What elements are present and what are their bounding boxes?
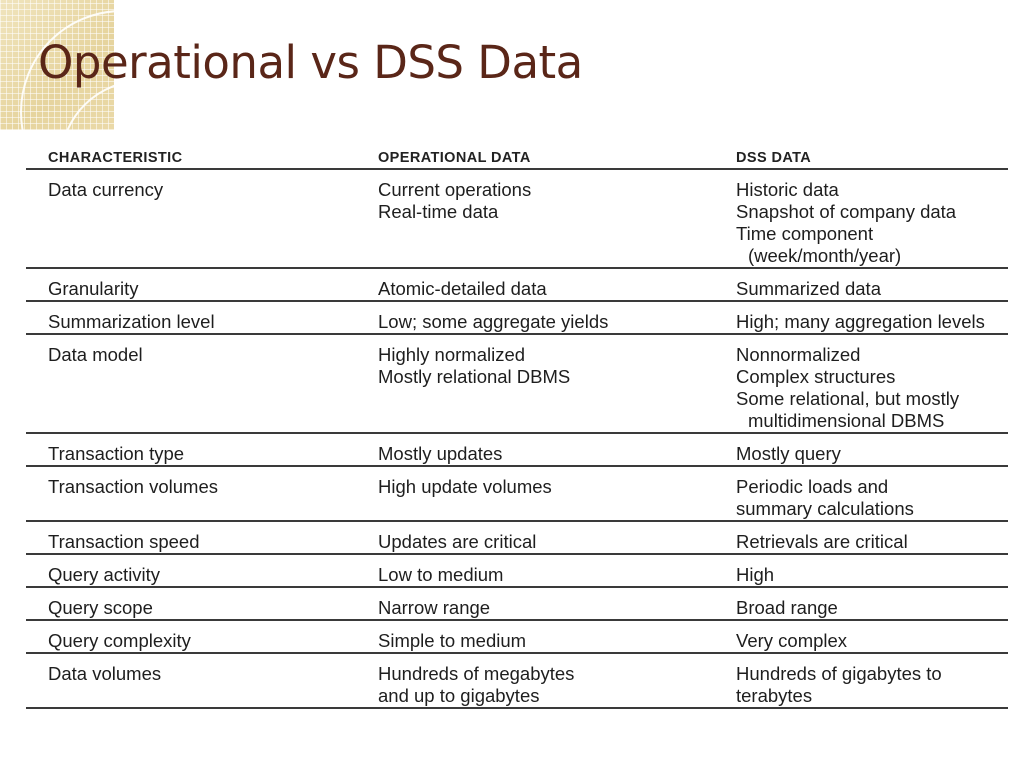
cell-operational: Atomic-detailed data [356, 268, 714, 302]
cell-line: High [736, 564, 775, 585]
cell-operational: Hundreds of megabytes and up to gigabytes [356, 653, 714, 709]
cell-line: Updates are critical [378, 531, 537, 552]
table-row: Query scope Narrow range Broad range [26, 587, 1008, 621]
cell-line: Some relational, but mostly [736, 388, 960, 409]
header-operational-data: OPERATIONAL DATA [356, 143, 714, 170]
cell-line: Simple to medium [378, 630, 527, 651]
cell-line: Broad range [736, 597, 838, 618]
table-row: Query activity Low to medium High [26, 554, 1008, 588]
cell-operational: Simple to medium [356, 620, 714, 654]
cell-dss: Retrievals are critical [714, 521, 1008, 555]
cell-line: Mostly relational DBMS [378, 366, 571, 387]
cell-dss: Broad range [714, 587, 1008, 621]
cell-line: terabytes [736, 685, 813, 706]
cell-dss: High; many aggregation levels [714, 301, 1008, 335]
comparison-table: CHARACTERISTIC OPERATIONAL DATA DSS DATA… [26, 143, 1008, 709]
table-row: Granularity Atomic-detailed data Summarize… [26, 268, 1008, 302]
cell-characteristic: Summarization level [26, 301, 356, 335]
cell-line: High update volumes [378, 476, 552, 497]
cell-line: (week/month/year) [748, 245, 902, 266]
cell-line: Nonnormalized [736, 344, 861, 365]
cell-dss: Periodic loads and summary calculations [714, 466, 1008, 522]
cell-operational: Current operations Real-time data [356, 169, 714, 269]
header-characteristic: CHARACTERISTIC [26, 143, 356, 170]
cell-characteristic: Granularity [26, 268, 356, 302]
cell-line: Hundreds of megabytes [378, 663, 575, 684]
cell-dss: Mostly query [714, 433, 1008, 467]
table-row: Query complexity Simple to medium Very com… [26, 620, 1008, 654]
cell-line: Highly normalized [378, 344, 526, 365]
cell-characteristic: Data currency [26, 169, 356, 269]
table-row: Data currency Current operations Real-time… [26, 169, 1008, 269]
table-header-row: CHARACTERISTIC OPERATIONAL DATA DSS DATA [26, 143, 1008, 170]
cell-line: Very complex [736, 630, 848, 651]
cell-characteristic: Query scope [26, 587, 356, 621]
cell-line: Time component [736, 223, 874, 244]
slide-title: Operational vs DSS Data [38, 36, 583, 89]
cell-dss: High [714, 554, 1008, 588]
cell-operational: Highly normalized Mostly relational DBMS [356, 334, 714, 434]
cell-line: Summarized data [736, 278, 881, 299]
cell-operational: Updates are critical [356, 521, 714, 555]
cell-operational: Narrow range [356, 587, 714, 621]
table-row: Summarization level Low; some aggregate y… [26, 301, 1008, 335]
cell-operational: High update volumes [356, 466, 714, 522]
cell-line: Low to medium [378, 564, 504, 585]
cell-line: Current operations [378, 179, 532, 200]
cell-line: Historic data [736, 179, 839, 200]
cell-dss: Nonnormalized Complex structures Some rela… [714, 334, 1008, 434]
cell-line: High; many aggregation levels [736, 311, 985, 332]
cell-line: Mostly query [736, 443, 841, 464]
table-row: Data volumes Hundreds of megabytes and up … [26, 653, 1008, 709]
cell-line: Snapshot of company data [736, 201, 957, 222]
cell-dss: Historic data Snapshot of company data Tim… [714, 169, 1008, 269]
cell-dss: Summarized data [714, 268, 1008, 302]
cell-characteristic: Transaction volumes [26, 466, 356, 522]
cell-line: multidimensional DBMS [748, 410, 945, 431]
cell-line: summary calculations [736, 498, 914, 519]
cell-operational: Mostly updates [356, 433, 714, 467]
header-dss-data: DSS DATA [714, 143, 1008, 170]
cell-characteristic: Transaction type [26, 433, 356, 467]
cell-line: Hundreds of gigabytes to [736, 663, 942, 684]
table-row: Data model Highly normalized Mostly relati… [26, 334, 1008, 434]
table-body: Data currency Current operations Real-time… [26, 169, 1008, 709]
corner-decoration [0, 0, 114, 130]
cell-line: Real-time data [378, 201, 499, 222]
cell-dss: Hundreds of gigabytes to terabytes [714, 653, 1008, 709]
table-row: Transaction volumes High update volumes Pe… [26, 466, 1008, 522]
cell-line: Mostly updates [378, 443, 503, 464]
cell-line: Periodic loads and [736, 476, 889, 497]
cell-characteristic: Data model [26, 334, 356, 434]
comparison-table-container: CHARACTERISTIC OPERATIONAL DATA DSS DATA… [26, 143, 1008, 709]
table-row: Transaction speed Updates are critical Ret… [26, 521, 1008, 555]
table-row: Transaction type Mostly updates Mostly que… [26, 433, 1008, 467]
cell-line: Narrow range [378, 597, 491, 618]
cell-characteristic: Transaction speed [26, 521, 356, 555]
cell-characteristic: Query activity [26, 554, 356, 588]
cell-operational: Low to medium [356, 554, 714, 588]
cell-characteristic: Data volumes [26, 653, 356, 709]
cell-line: Complex structures [736, 366, 896, 387]
cell-line: Low; some aggregate yields [378, 311, 609, 332]
cell-line: and up to gigabytes [378, 685, 540, 706]
cell-line: Atomic-detailed data [378, 278, 547, 299]
cell-line: Retrievals are critical [736, 531, 908, 552]
cell-operational: Low; some aggregate yields [356, 301, 714, 335]
cell-characteristic: Query complexity [26, 620, 356, 654]
cell-dss: Very complex [714, 620, 1008, 654]
